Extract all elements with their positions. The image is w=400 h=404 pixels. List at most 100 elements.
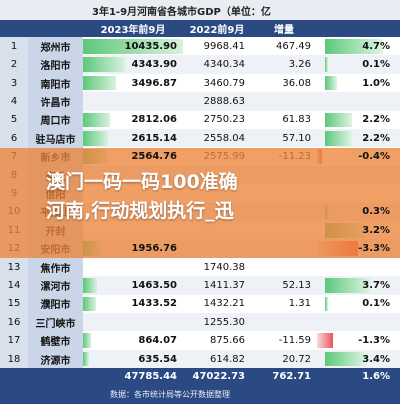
row-city: 漯河市: [28, 276, 83, 295]
row-city: 周口市: [28, 110, 83, 130]
row-index: 18: [0, 349, 28, 369]
row-index: 4: [0, 92, 28, 111]
gdp-bar: [83, 112, 110, 128]
growth-value: 2.2%: [362, 114, 390, 126]
row-growth: [317, 313, 400, 332]
row-growth: 3.4%: [317, 350, 400, 369]
row-city: 许昌市: [28, 92, 83, 111]
row-growth: [317, 92, 400, 111]
table-row: 14 漯河市 1463.50 1411.37 52.13 3.7%: [0, 276, 400, 296]
row-growth: 2.2%: [317, 111, 400, 130]
growth-value: 3.4%: [362, 353, 390, 365]
row-increment: 52.13: [282, 279, 311, 291]
gdp-bar: [83, 278, 97, 293]
gdp-2023-value: 2812.06: [131, 114, 177, 126]
gdp-bar: [83, 131, 108, 146]
row-gdp-2023: 2615.14: [83, 129, 183, 148]
row-index: 1: [0, 37, 28, 56]
row-increment: 57.10: [282, 132, 311, 144]
growth-value: 1.0%: [362, 77, 390, 89]
row-gdp-2022: 2558.04: [203, 132, 245, 144]
row-gdp-2023: 1463.50: [83, 276, 183, 295]
header-2023: 2023年前9月: [100, 25, 166, 36]
table-row: 3 南阳市 3496.87 3460.79 36.08 1.0%: [0, 73, 400, 94]
row-city: 焦作市: [28, 257, 83, 277]
header-growth: [317, 20, 400, 37]
row-city: 三门峡市: [28, 313, 83, 332]
gdp-2023-value: 4343.90: [131, 59, 177, 71]
row-gdp-2023: 3496.87: [83, 74, 183, 93]
row-city: 驻马店市: [28, 129, 83, 148]
table-row: 13 焦作市 1740.38: [0, 257, 400, 278]
header-increment: 增量: [274, 25, 294, 36]
row-gdp-2022: 3460.79: [203, 77, 245, 89]
row-index: 5: [0, 110, 28, 130]
table-row: 16 三门峡市 1255.30: [0, 313, 400, 333]
row-gdp-2023: [83, 258, 183, 277]
growth-bar-negative: [317, 333, 334, 348]
row-city: 鹤壁市: [28, 331, 83, 350]
table-title: 3年1-9月河南省各城市GDP（单位：亿: [0, 0, 400, 20]
growth-value: -0.4%: [358, 151, 390, 163]
row-gdp-2022: 875.66: [210, 335, 245, 347]
row-gdp-2022: 2888.63: [203, 95, 245, 107]
total-2023: 47785.44: [124, 370, 177, 382]
total-2022: 47022.73: [192, 370, 245, 382]
row-gdp-2023: 4343.90: [83, 55, 183, 74]
row-growth: 4.7%: [317, 37, 400, 56]
row-increment: 467.49: [276, 40, 311, 52]
table-header: 2023年前9月 2022前9月 增量: [0, 20, 400, 37]
row-growth: 0.1%: [317, 55, 400, 74]
growth-value: 0.3%: [362, 206, 390, 218]
table-row: 5 周口市 2812.06 2750.23 61.83 2.2%: [0, 110, 400, 131]
row-gdp-2023: 1433.52: [83, 295, 183, 314]
table-row: 1 郑州市 10435.90 9968.41 467.49 4.7%: [0, 37, 400, 57]
growth-value: -1.3%: [358, 335, 390, 347]
growth-bar-positive: [325, 278, 371, 293]
gdp-2023-value: 864.07: [138, 335, 177, 347]
table-row: 15 濮阳市 1433.52 1432.21 1.31 0.1%: [0, 294, 400, 315]
row-city: 濮阳市: [28, 294, 83, 314]
row-increment: [251, 258, 317, 277]
growth-value: 3.7%: [362, 279, 390, 291]
table-row: 18 济源市 635.54 614.82 20.72 3.4%: [0, 349, 400, 370]
growth-bar-positive: [325, 57, 328, 72]
row-growth: 2.2%: [317, 129, 400, 148]
gdp-2023-value: 1463.50: [131, 279, 177, 291]
row-gdp-2022: 1740.38: [203, 261, 245, 273]
row-gdp-2022: 1411.37: [203, 279, 245, 291]
header-2022: 2022前9月: [189, 25, 245, 36]
table-row: 6 驻马店市 2615.14 2558.04 57.10 2.2%: [0, 129, 400, 149]
row-increment: 20.72: [282, 353, 311, 365]
row-gdp-2022: 1432.21: [203, 298, 245, 310]
gdp-2023-value: 635.54: [138, 353, 177, 365]
growth-bar-positive: [325, 75, 337, 91]
row-index: 3: [0, 73, 28, 93]
row-gdp-2022: 9968.41: [203, 40, 245, 52]
growth-bar-positive: [325, 39, 384, 54]
row-index: 16: [0, 313, 28, 332]
growth-value: 0.1%: [362, 59, 390, 71]
gdp-2023-value: 10435.90: [124, 40, 177, 52]
gdp-bar: [83, 75, 116, 91]
total-row: 47785.44 47022.73 762.71 1.6%: [0, 368, 400, 384]
total-growth: 1.6%: [362, 370, 390, 382]
row-index: 2: [0, 55, 28, 74]
row-city: 济源市: [28, 349, 83, 369]
row-increment: 36.08: [282, 77, 311, 89]
growth-value: -3.3%: [358, 243, 390, 255]
row-index: 15: [0, 294, 28, 314]
row-gdp-2023: 864.07: [83, 331, 183, 350]
growth-bar-positive: [325, 112, 353, 128]
growth-bar-positive: [325, 351, 367, 367]
row-city: 南阳市: [28, 73, 83, 93]
row-gdp-2023: [83, 313, 183, 332]
row-growth: [317, 258, 400, 277]
growth-value: 4.7%: [362, 40, 390, 52]
gdp-2023-value: 1956.76: [131, 243, 177, 255]
gdp-2023-value: 2615.14: [131, 132, 177, 144]
table-row: 17 鹤壁市 864.07 875.66 -11.59 -1.3%: [0, 331, 400, 351]
row-gdp-2023: [83, 92, 183, 111]
promo-overlay-text: 澳门一码一码100准确 河南,行动规划执行_迅: [46, 171, 238, 222]
